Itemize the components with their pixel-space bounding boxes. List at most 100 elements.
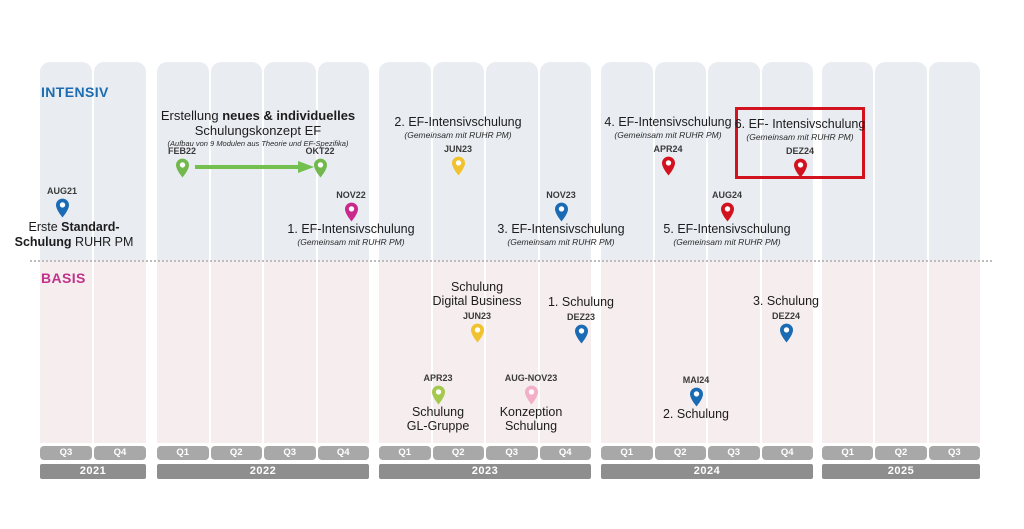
location-pin-icon [313,158,327,178]
milestone-date: NOV23 [546,190,576,200]
concept-line1: Erstellung neues & individuelles [160,108,356,123]
quarter-cell-2024-q1: Q1 [601,446,653,460]
milestone-date: FEB22 [167,146,196,156]
location-pin-icon [55,198,69,218]
year-bar-2023: 2023 [379,464,591,479]
milestone-date: MAI24 [682,375,710,385]
location-pin-icon [554,202,568,222]
milestone-basis-dez23: 1. Schulung DEZ23 [501,295,661,344]
milestone-title: 4. EF-Intensivschulung [604,115,732,129]
timeline-arrow-icon [195,161,314,173]
column-intensiv-segment [264,62,316,260]
location-pin-icon [470,323,484,343]
column-intensiv-segment [210,62,262,260]
column-intensiv-segment [317,62,369,260]
quarter-column-2024-q2 [654,62,706,443]
milestone-date: AUG-NOV23 [504,373,558,383]
quarter-column-2022-q4 [317,62,369,443]
column-intensiv-segment [539,62,591,260]
column-intensiv-segment [875,62,927,260]
column-basis-segment [928,260,980,443]
quarter-cell-2022-q3: Q3 [264,446,316,460]
highlight-box [735,107,865,179]
column-basis-segment [432,260,484,443]
quarter-cell-2024-q3: Q3 [708,446,760,460]
quarter-cell-2025-q2: Q2 [875,446,927,460]
quarter-column-2024-q1 [601,62,653,443]
lane-separator [30,260,992,262]
milestone-title: Schulung GL-Gruppe [406,405,470,433]
concept-line3: (Aufbau von 9 Modulen aus Theorie und EF… [167,139,349,148]
column-basis-segment [264,260,316,443]
year-bar-2021: 2021 [40,464,146,479]
milestone-subtitle: (Gemeinsam mit RUHR PM) [746,132,854,142]
column-basis-segment [486,260,538,443]
milestone-intensiv-dez24: 6. EF- Intensivschulung (Gemeinsam mit RU… [720,117,880,178]
milestone-intensiv-aug21: AUG21 [0,183,142,218]
milestone-intensiv-aug24: AUG24 5. EF-Intensivschulung (Gemeinsam mi… [647,187,807,248]
first-training-label: Erste Standard- Schulung RUHR PM [0,220,148,250]
milestone-date: DEZ24 [785,146,814,156]
milestone-title: Schulung Digital Business [432,280,522,308]
location-pin-icon [689,387,703,407]
quarter-column-2021-q4 [94,62,146,443]
concept-line2: Schulungskonzept EF [194,123,322,138]
quarter-cell-2023-q1: Q1 [379,446,431,460]
milestone-intensiv-nov22: NOV22 1. EF-Intensivschulung (Gemeinsam mi… [271,187,431,248]
quarter-column-2024-q4 [761,62,813,443]
quarter-cell-2021-q4: Q4 [94,446,146,460]
quarter-cell-2022-q2: Q2 [210,446,262,460]
column-basis-segment [822,260,874,443]
quarter-cell-2024-q4: Q4 [761,446,813,460]
column-intensiv-segment [379,62,431,260]
milestone-date: AUG24 [711,190,742,200]
column-basis-segment [539,260,591,443]
milestone-date: AUG21 [46,186,77,196]
location-pin-icon [175,158,189,178]
milestone-intensiv-apr24: 4. EF-Intensivschulung (Gemeinsam mit RUH… [588,115,748,176]
milestone-intensiv-jun23: 2. EF-Intensivschulung (Gemeinsam mit RUH… [378,115,538,176]
location-pin-icon [720,202,734,222]
column-basis-segment [317,260,369,443]
location-pin-icon [431,385,445,405]
column-basis-segment [708,260,760,443]
column-basis-segment [379,260,431,443]
column-intensiv-segment [708,62,760,260]
milestone-basis-aug-nov23: AUG-NOV23 Konzeption Schulung [451,370,611,433]
quarter-cell-2024-q2: Q2 [654,446,706,460]
milestone-title: 1. Schulung [547,295,615,309]
milestone-subtitle: (Gemeinsam mit RUHR PM) [297,237,405,247]
milestone-intensiv-okt22: OKT22 [240,143,400,178]
quarter-column-2022-q2 [210,62,262,443]
milestone-basis-mai24: MAI24 2. Schulung [616,372,776,421]
quarter-column-2024-q3 [708,62,760,443]
milestone-subtitle: (Gemeinsam mit RUHR PM) [507,237,615,247]
quarter-column-2023-q1 [379,62,431,443]
quarter-column-2023-q2 [432,62,484,443]
location-pin-icon [793,158,807,178]
milestone-basis-apr23: APR23 Schulung GL-Gruppe [358,370,518,433]
column-basis-segment [761,260,813,443]
quarter-column-2025-q3 [928,62,980,443]
column-basis-segment [94,260,146,443]
milestone-intensiv-feb22: FEB22 [102,143,262,178]
quarter-cell-2022-q4: Q4 [317,446,369,460]
column-basis-segment [157,260,209,443]
milestone-date: JUN23 [443,144,472,154]
milestone-subtitle: (Gemeinsam mit RUHR PM) [673,237,781,247]
milestone-subtitle: (Gemeinsam mit RUHR PM) [404,130,512,140]
column-intensiv-segment [928,62,980,260]
milestone-title: Konzeption Schulung [499,405,563,433]
quarter-column-2022-q3 [264,62,316,443]
location-pin-icon [661,156,675,176]
milestone-date: OKT22 [305,146,335,156]
milestone-date: NOV22 [336,190,366,200]
column-basis-segment [601,260,653,443]
milestone-title: 1. EF-Intensivschulung [287,222,415,236]
column-intensiv-segment [486,62,538,260]
first-training-line2: Schulung RUHR PM [14,235,134,249]
lane-label-intensiv: INTENSIV [41,84,109,100]
quarter-cell-2023-q4: Q4 [539,446,591,460]
column-basis-segment [654,260,706,443]
